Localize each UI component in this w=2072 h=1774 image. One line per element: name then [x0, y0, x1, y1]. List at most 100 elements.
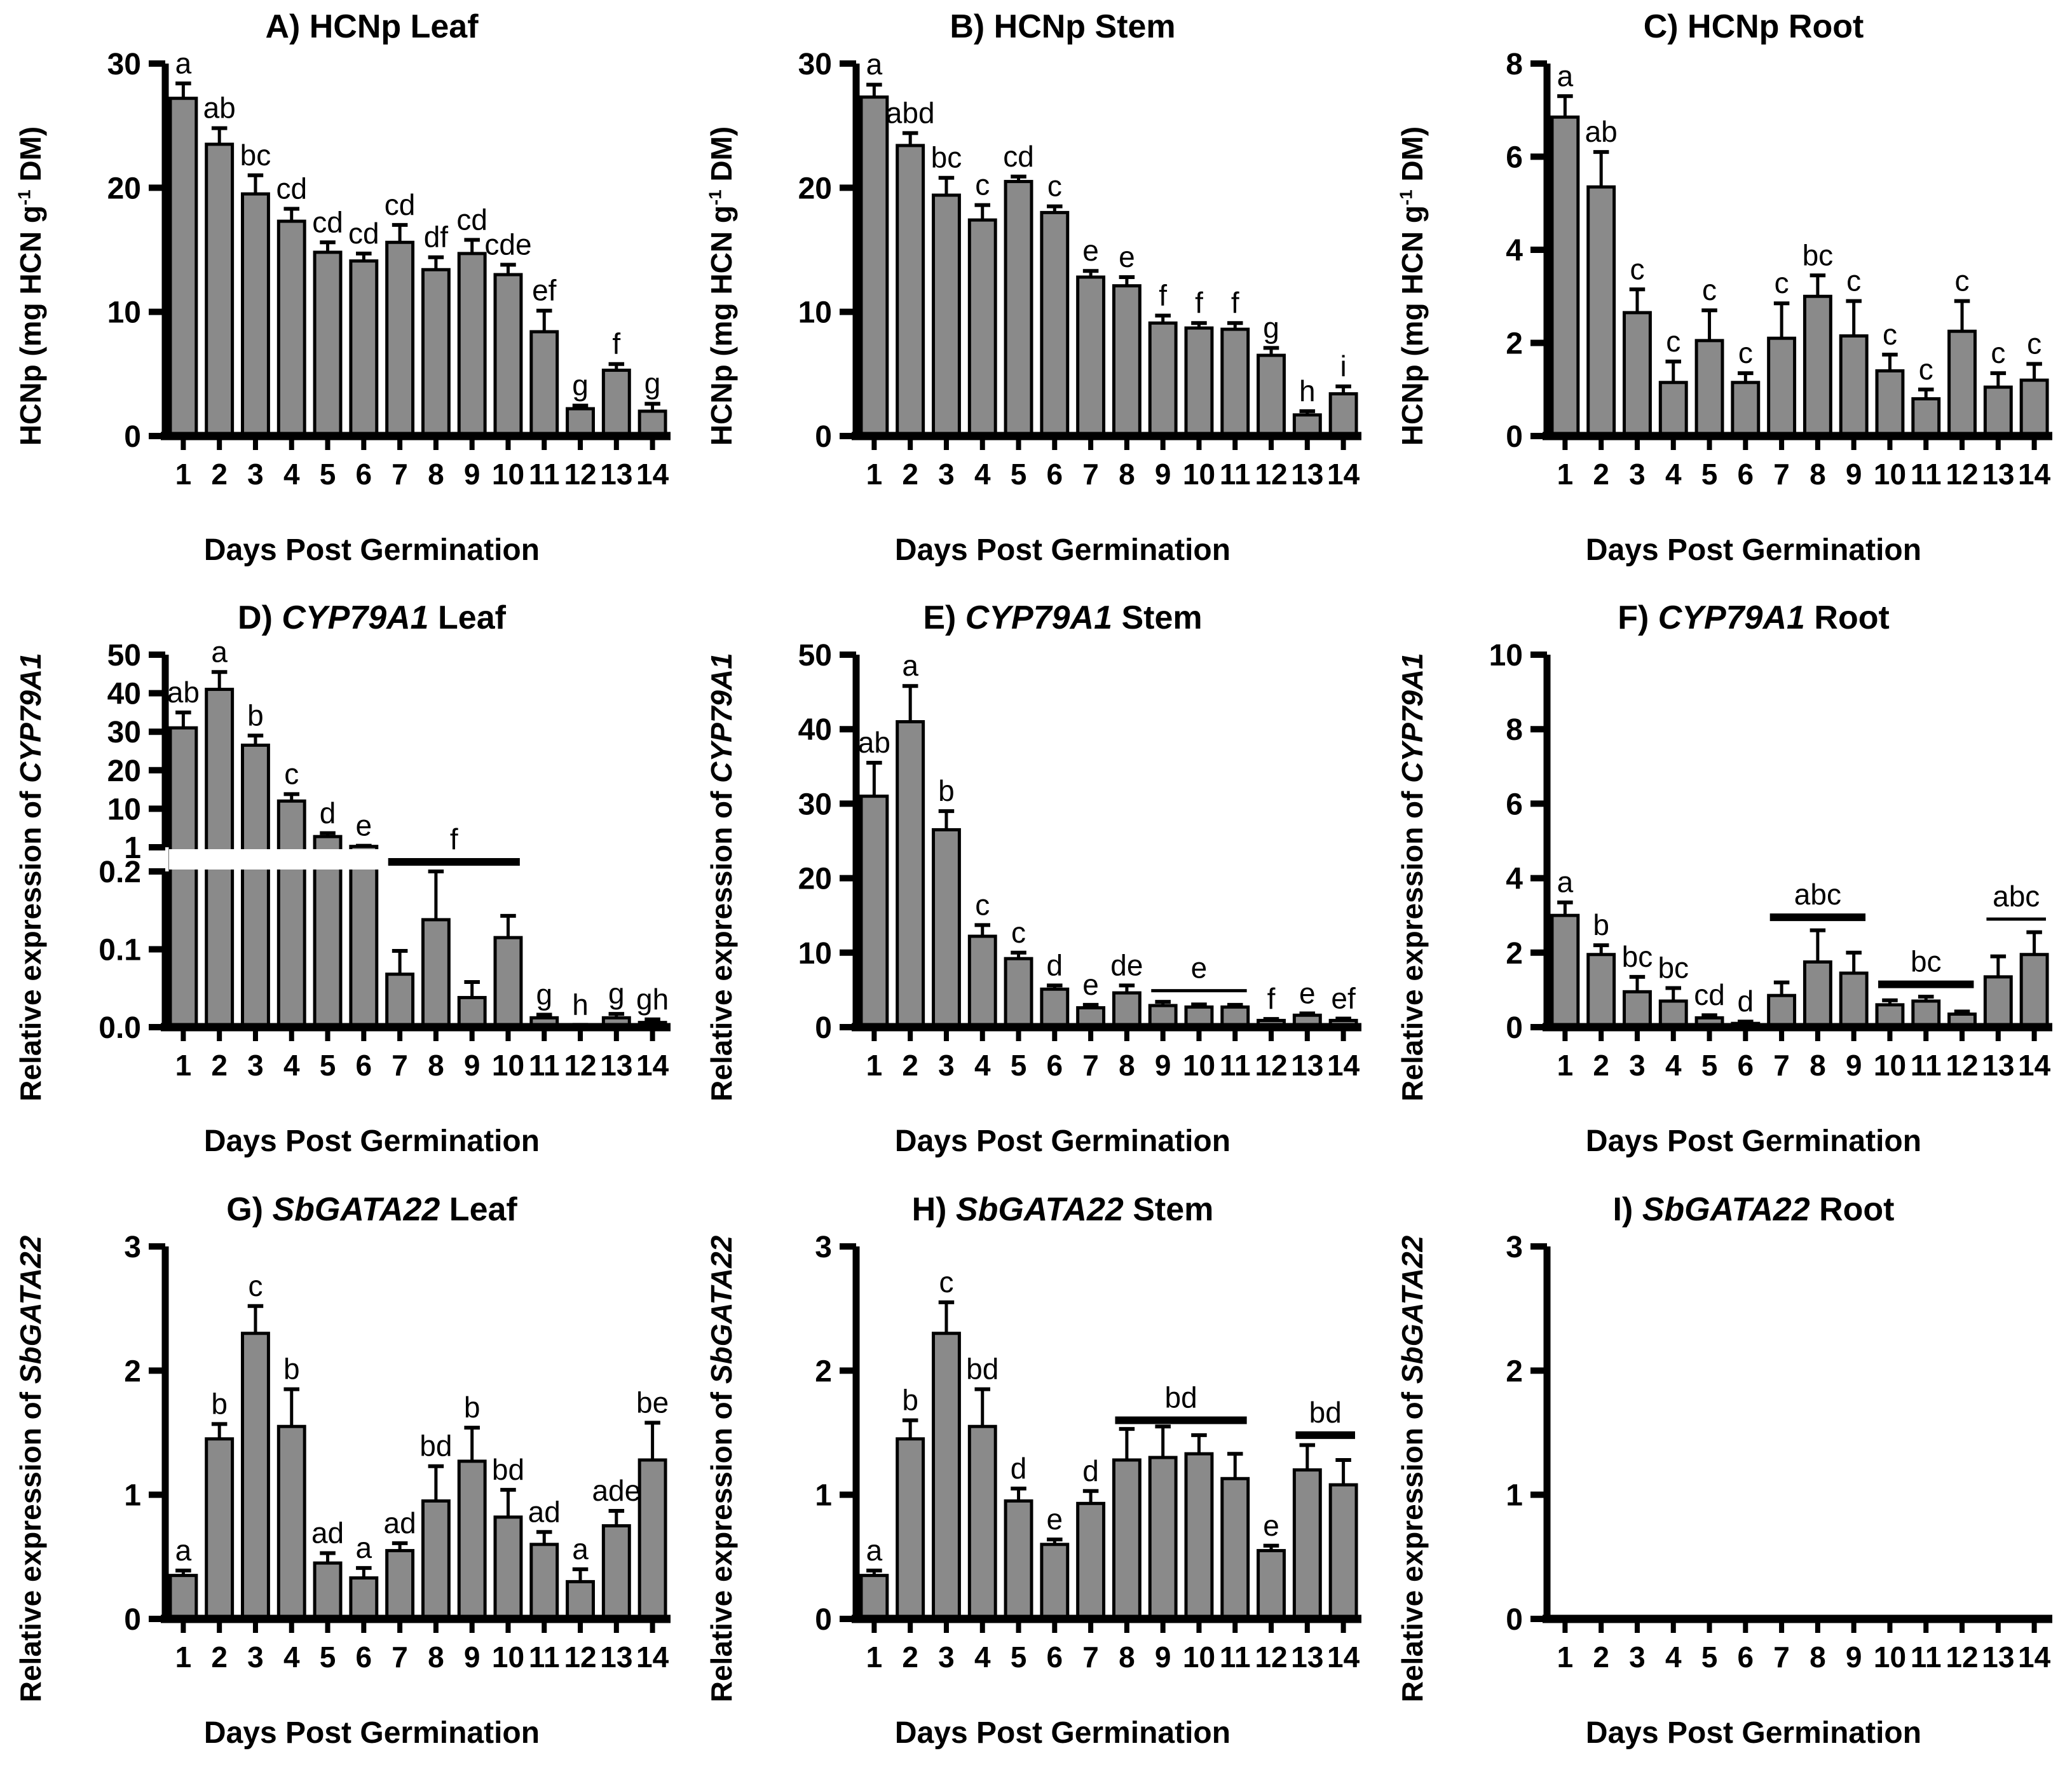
panel-title: H) SbGATA22 Stem [911, 1191, 1214, 1228]
svg-text:c: c [1011, 916, 1026, 949]
svg-text:6: 6 [1047, 1641, 1063, 1674]
svg-text:3: 3 [1629, 1641, 1646, 1674]
svg-text:9: 9 [1846, 1049, 1862, 1082]
panel-title: A) HCNp Leaf [265, 8, 479, 45]
svg-text:13: 13 [1982, 458, 2014, 491]
svg-text:de: de [1110, 948, 1143, 981]
svg-text:bc: bc [931, 141, 962, 174]
svg-text:g: g [536, 978, 552, 1011]
svg-text:1: 1 [1506, 1479, 1523, 1513]
svg-text:10: 10 [798, 937, 832, 971]
svg-text:10: 10 [1183, 458, 1215, 491]
svg-text:c: c [1047, 170, 1062, 203]
svg-text:bc: bc [240, 139, 271, 172]
svg-text:13: 13 [600, 1049, 632, 1082]
svg-text:1: 1 [866, 1049, 883, 1082]
svg-text:ef: ef [1331, 982, 1356, 1015]
svg-text:2: 2 [815, 1354, 832, 1388]
svg-text:4: 4 [283, 1049, 300, 1082]
svg-text:bc: bc [1803, 238, 1834, 271]
svg-text:20: 20 [107, 754, 141, 788]
svg-text:13: 13 [1982, 1641, 2014, 1674]
svg-text:gh: gh [636, 983, 669, 1016]
svg-text:2: 2 [902, 1641, 918, 1674]
svg-text:4: 4 [1665, 458, 1682, 491]
svg-text:20: 20 [798, 863, 832, 896]
svg-text:2: 2 [1593, 1641, 1609, 1674]
svg-text:14: 14 [636, 1641, 669, 1674]
svg-text:e: e [1263, 1509, 1279, 1542]
svg-text:b: b [211, 1387, 228, 1420]
svg-text:8: 8 [1810, 1049, 1826, 1082]
svg-text:12: 12 [564, 458, 596, 491]
svg-text:5: 5 [320, 1641, 336, 1674]
svg-text:8: 8 [1119, 1641, 1135, 1674]
svg-text:4: 4 [283, 458, 300, 491]
svg-text:13: 13 [600, 458, 632, 491]
svg-text:10: 10 [492, 1641, 524, 1674]
svg-text:30: 30 [798, 788, 832, 821]
svg-text:50: 50 [798, 641, 832, 672]
x-axis-label: Days Post Germination [894, 1124, 1231, 1158]
svg-text:2: 2 [1506, 1354, 1523, 1388]
svg-text:abd: abd [886, 96, 935, 129]
panel-title: F) CYP79A1 Root [1618, 599, 1890, 636]
svg-text:6: 6 [1506, 141, 1523, 175]
chart-canvas: a 1 ab 2 c 3 c 4 c 5 c 6 c 7 bc 8 c 9 c 10 c 11 c 12 c 13 c 14 0 2 4 6 8 [1506, 50, 2052, 491]
svg-text:9: 9 [1846, 458, 1862, 491]
chart-canvas: a 1 abd 2 bc 3 c 4 cd 5 c 6 e 7 e 8 f 9 f 10 f 11 g 12 h 13 i 14 0 10… [798, 50, 1361, 491]
y-axis-label: HCNp (mg HCN g-1 DM) [705, 126, 738, 446]
svg-text:10: 10 [1183, 1049, 1215, 1082]
panel-cyp79a1-root: F) CYP79A1 Root Relative expression of C… [1382, 591, 2072, 1182]
svg-text:12: 12 [564, 1641, 596, 1674]
svg-text:bd: bd [966, 1353, 999, 1386]
svg-text:g: g [608, 977, 625, 1010]
svg-text:11: 11 [529, 458, 560, 491]
svg-text:b: b [247, 699, 264, 732]
svg-text:1: 1 [866, 458, 883, 491]
svg-text:6: 6 [356, 1049, 372, 1082]
svg-text:14: 14 [1327, 1049, 1360, 1082]
svg-text:b: b [902, 1383, 918, 1416]
svg-text:bd: bd [1164, 1381, 1197, 1414]
svg-text:2: 2 [1506, 327, 1523, 361]
x-axis-label: Days Post Germination [894, 1716, 1231, 1750]
svg-text:10: 10 [1874, 458, 1906, 491]
svg-text:cd: cd [276, 172, 307, 205]
svg-text:9: 9 [1155, 1049, 1171, 1082]
svg-text:ade: ade [592, 1474, 641, 1507]
svg-text:g: g [572, 369, 589, 402]
svg-text:10: 10 [492, 458, 524, 491]
svg-text:0: 0 [815, 420, 832, 454]
svg-text:f: f [1195, 286, 1203, 319]
svg-text:4: 4 [974, 1049, 991, 1082]
svg-text:4: 4 [1506, 863, 1523, 896]
svg-text:12: 12 [1255, 458, 1287, 491]
svg-text:5: 5 [320, 1049, 336, 1082]
svg-text:3: 3 [938, 1049, 955, 1082]
svg-text:50: 50 [107, 641, 141, 672]
svg-text:10: 10 [107, 296, 141, 330]
svg-text:20: 20 [798, 172, 832, 205]
svg-text:2: 2 [1593, 458, 1609, 491]
svg-text:3: 3 [1629, 458, 1646, 491]
svg-text:14: 14 [636, 458, 669, 491]
svg-text:df: df [424, 221, 449, 254]
svg-text:e: e [1082, 234, 1099, 267]
svg-text:a: a [866, 50, 883, 81]
svg-text:12: 12 [1255, 1641, 1287, 1674]
svg-text:f: f [1267, 982, 1276, 1015]
y-axis-label: Relative expression of SbGATA22 [705, 1235, 738, 1703]
svg-text:14: 14 [1327, 1641, 1360, 1674]
svg-text:a: a [175, 1534, 192, 1567]
svg-text:9: 9 [1155, 1641, 1171, 1674]
svg-text:b: b [938, 774, 955, 807]
svg-text:0: 0 [815, 1011, 832, 1045]
svg-text:0.0: 0.0 [99, 1011, 141, 1045]
svg-text:cd: cd [1003, 140, 1034, 173]
svg-text:h: h [572, 988, 589, 1021]
y-axis-label: Relative expression of CYP79A1 [705, 653, 738, 1102]
svg-text:30: 30 [798, 50, 832, 81]
